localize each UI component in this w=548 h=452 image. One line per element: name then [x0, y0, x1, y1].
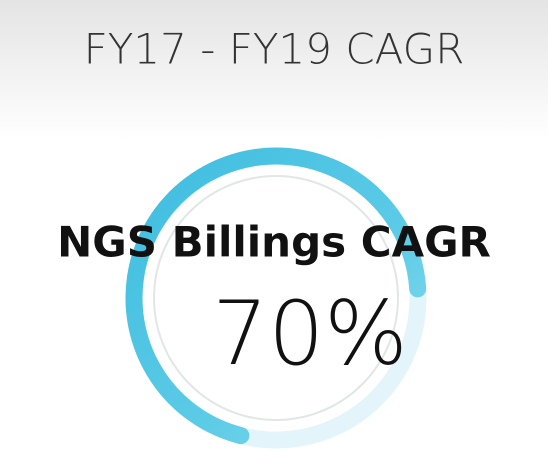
marks: [125, 147, 427, 445]
metric-value: 70%: [212, 282, 408, 385]
header-background: [0, 0, 548, 140]
metric-label: NGS Billings CAGR: [57, 218, 491, 267]
chart-title: FY17 - FY19 CAGR: [84, 25, 465, 74]
inner-ring: [153, 175, 399, 421]
ring-arc: [125, 147, 427, 445]
